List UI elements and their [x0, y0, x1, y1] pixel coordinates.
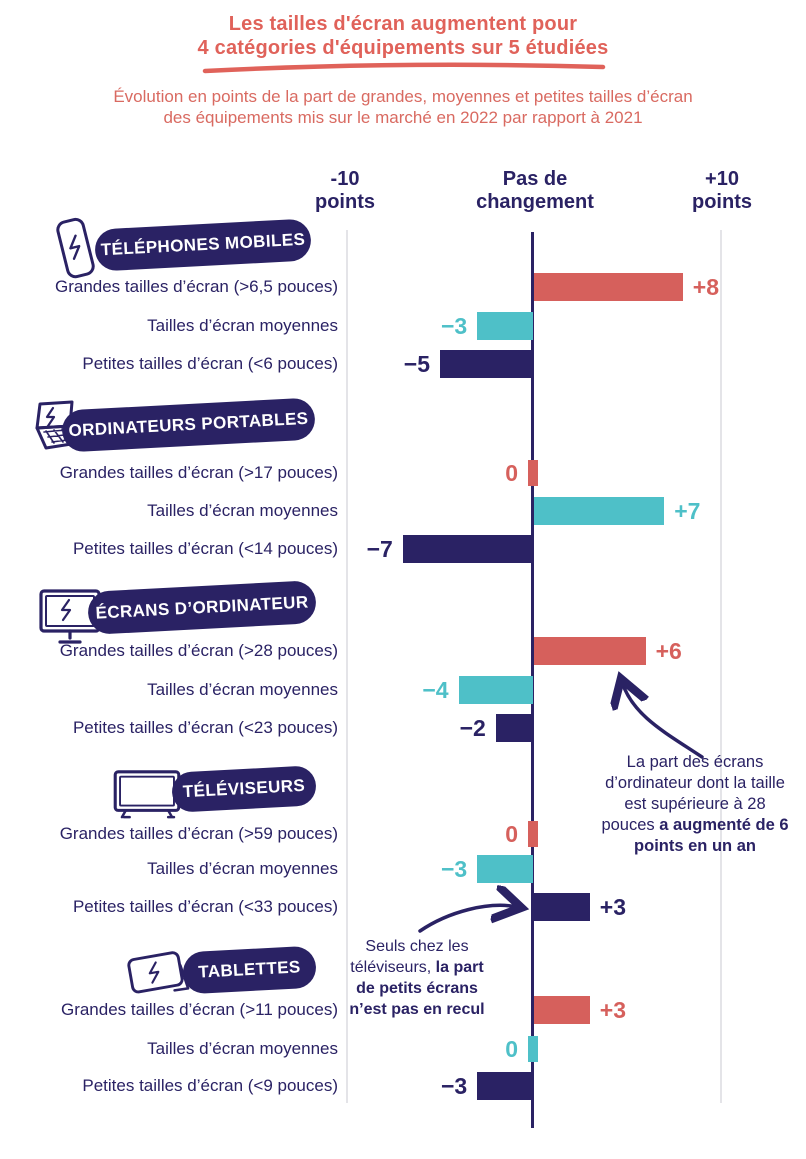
- category-badge-tablettes: TABLETTES: [181, 945, 318, 995]
- bar-tablettes-1: [528, 1036, 538, 1062]
- bar-téléviseurs-1: [477, 855, 533, 883]
- arrow-to-plus6-bar: [622, 682, 704, 759]
- row-label-tailles-décran-moyennes: Tailles d’écran moyennes: [147, 859, 338, 878]
- bar-ordinateurs-portables-0: [528, 460, 538, 486]
- page-title: Les tailles d'écran augmentent pour 4 ca…: [0, 12, 806, 60]
- arrow-to-plus3-bar: [418, 905, 518, 933]
- row-label-grandes-tailles-décran-59-pouces: Grandes tailles d’écran (>59 pouces): [59, 824, 338, 843]
- tablet-icon: [124, 944, 202, 1000]
- row-label-petites-tailles-décran-23-pouces: Petites tailles d’écran (<23 pouces): [72, 718, 338, 737]
- row-label-petites-tailles-décran-9-pouces: Petites tailles d’écran (<9 pouces): [82, 1076, 338, 1095]
- annotation-computer-screens: La part des écrans d’ordinateur dont la …: [601, 753, 789, 855]
- row-label-grandes-tailles-décran-11-pouces: Grandes tailles d’écran (>11 pouces): [60, 1000, 338, 1019]
- category-badge-téléviseurs: TÉLÉVISEURS: [171, 765, 317, 813]
- axis-label-minus-10: -10 points: [315, 168, 375, 213]
- bar-value-écrans-dordinateur-2: −2: [459, 715, 486, 741]
- bar-value-téléviseurs-1: −3: [440, 856, 468, 882]
- bar-value-tablettes-2: −3: [440, 1073, 468, 1099]
- bar-value-écrans-dordinateur-1: −4: [422, 677, 449, 703]
- page-subtitle: Évolution en points de la part de grande…: [0, 86, 806, 128]
- bar-value-tablettes-1: 0: [505, 1036, 518, 1062]
- bar-value-ordinateurs-portables-0: 0: [505, 460, 518, 486]
- row-label-tailles-décran-moyennes: Tailles d’écran moyennes: [147, 1039, 338, 1058]
- bar-tablettes-2: [477, 1072, 533, 1100]
- bar-écrans-dordinateur-1: [458, 676, 533, 704]
- bar-ordinateurs-portables-1: [534, 497, 665, 525]
- bar-value-téléphones-mobiles-1: −3: [440, 313, 468, 339]
- category-badge-téléphones-mobiles: TÉLÉPHONES MOBILES: [94, 218, 312, 272]
- title-line-2: 4 catégories d'équipements sur 5 étudiée…: [197, 37, 609, 59]
- row-label-grandes-tailles-décran-17-pouces: Grandes tailles d’écran (>17 pouces): [59, 463, 338, 482]
- annotation-televisions: Seuls chez les téléviseurs, la part de p…: [349, 938, 485, 1018]
- bar-téléphones-mobiles-2: [440, 350, 533, 378]
- bar-value-téléviseurs-0: 0: [505, 821, 518, 847]
- row-label-petites-tailles-décran-33-pouces: Petites tailles d’écran (<33 pouces): [72, 897, 338, 916]
- title-underline-swoosh: [202, 62, 606, 74]
- bar-value-ordinateurs-portables-2: −7: [366, 536, 393, 562]
- bar-téléviseurs-2: [534, 893, 590, 921]
- row-label-grandes-tailles-décran-28-pouces: Grandes tailles d’écran (>28 pouces): [59, 641, 338, 660]
- gridline-minus-10: [346, 230, 348, 1103]
- row-label-petites-tailles-décran-6-pouces: Petites tailles d’écran (<6 pouces): [82, 354, 338, 373]
- bar-téléphones-mobiles-1: [477, 312, 533, 340]
- title-line-1: Les tailles d'écran augmentent pour: [228, 13, 578, 35]
- bar-tablettes-0: [534, 996, 590, 1024]
- subtitle-line-1: Évolution en points de la part de grande…: [113, 87, 693, 106]
- row-label-tailles-décran-moyennes: Tailles d’écran moyennes: [147, 680, 338, 699]
- bar-téléphones-mobiles-0: [534, 273, 683, 301]
- gridline-plus-10: [720, 230, 722, 1103]
- bar-écrans-dordinateur-0: [534, 637, 646, 665]
- bar-value-tablettes-0: +3: [599, 997, 627, 1023]
- axis-label-plus-10: +10 points: [692, 168, 752, 213]
- bar-value-écrans-dordinateur-0: +6: [655, 638, 682, 664]
- bar-value-téléphones-mobiles-0: +8: [692, 274, 720, 300]
- bar-écrans-dordinateur-2: [495, 714, 533, 742]
- subtitle-line-2: des équipements mis sur le marché en 202…: [163, 108, 643, 127]
- bar-ordinateurs-portables-2: [402, 535, 533, 563]
- row-label-tailles-décran-moyennes: Tailles d’écran moyennes: [147, 316, 338, 335]
- bar-value-téléphones-mobiles-2: −5: [403, 351, 430, 377]
- bar-value-téléviseurs-2: +3: [599, 894, 627, 920]
- row-label-tailles-décran-moyennes: Tailles d’écran moyennes: [147, 501, 338, 520]
- row-label-petites-tailles-décran-14-pouces: Petites tailles d’écran (<14 pouces): [72, 539, 338, 558]
- axis-label-no-change: Pas de changement: [476, 168, 594, 213]
- category-badge-écrans-dordinateur: ÉCRANS D’ORDINATEUR: [87, 580, 317, 635]
- row-label-grandes-tailles-décran-6-5-pouces: Grandes tailles d’écran (>6,5 pouces): [54, 277, 338, 296]
- smartphone-icon: [48, 214, 104, 286]
- bar-téléviseurs-0: [528, 821, 538, 847]
- bar-value-ordinateurs-portables-1: +7: [674, 498, 701, 524]
